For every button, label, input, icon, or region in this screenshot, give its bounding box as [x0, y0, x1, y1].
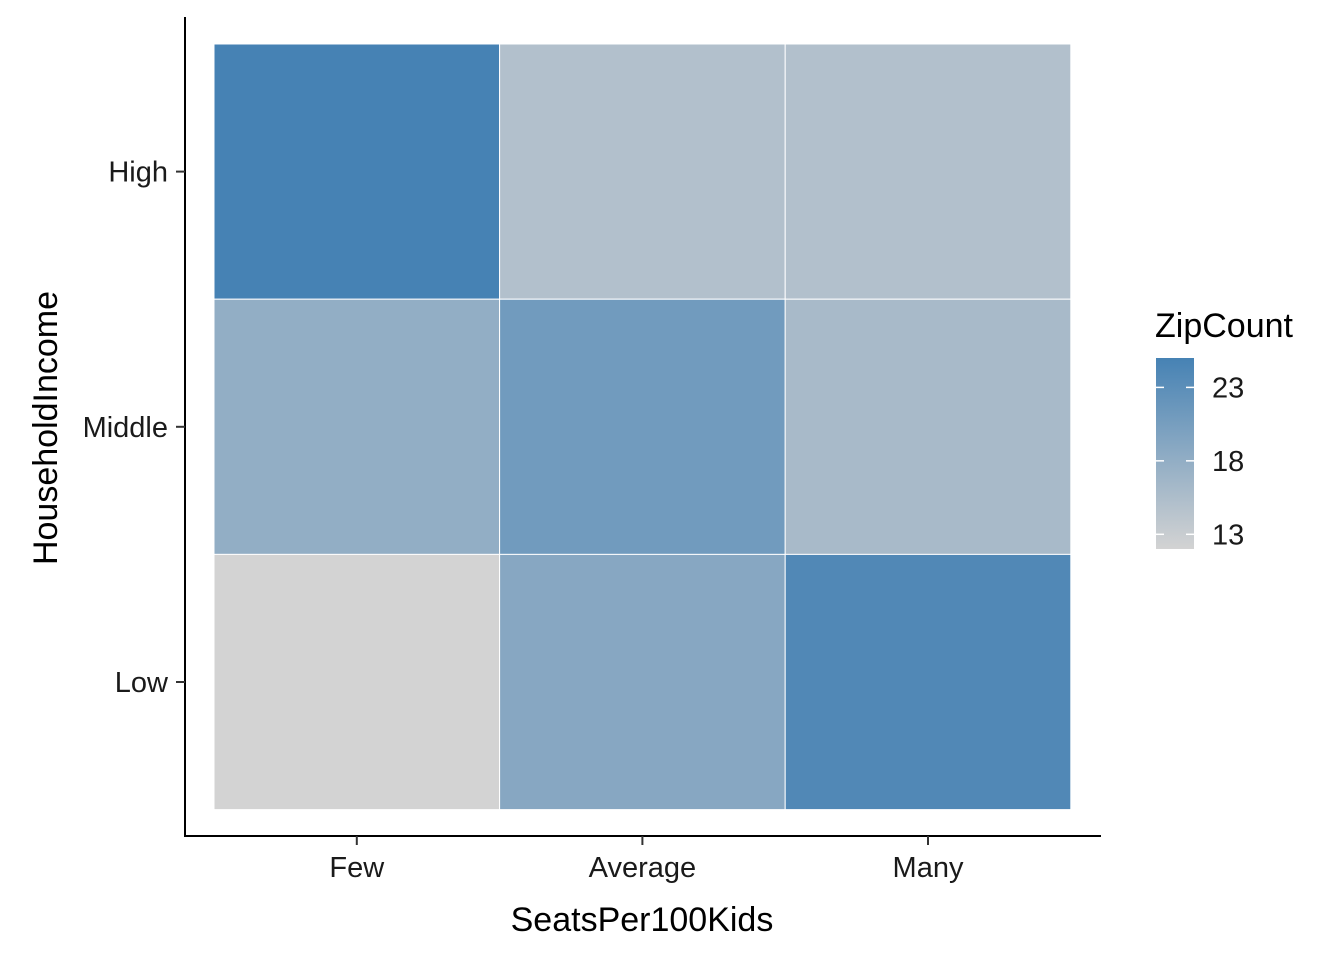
- legend-tick-label: 18: [1212, 446, 1244, 478]
- color-legend: ZipCount 13 18 23: [1155, 307, 1294, 551]
- heatmap-cell-many-high: [784, 43, 1072, 300]
- y-tick-label: Middle: [83, 412, 168, 444]
- x-axis-ticks: Few Average Many: [329, 836, 964, 884]
- y-axis-title: HouseholdIncome: [27, 291, 65, 565]
- heatmap-cell-few-low: [213, 553, 501, 811]
- legend-ticks: 13 18 23: [1156, 372, 1244, 551]
- heatmap-cell-few-high: [213, 43, 501, 300]
- heatmap-cell-average-middle: [499, 298, 786, 555]
- x-tick-label: Average: [589, 852, 697, 884]
- heatmap-cells: [213, 43, 1072, 811]
- heatmap-cell-few-middle: [213, 298, 501, 555]
- legend-colorbar: [1156, 358, 1194, 549]
- heatmap-cell-many-low: [784, 553, 1072, 811]
- x-tick-label: Many: [893, 852, 964, 884]
- x-axis-title: SeatsPer100Kids: [511, 901, 774, 939]
- legend-tick-label: 23: [1212, 372, 1244, 404]
- heatmap-cell-average-low: [499, 553, 786, 811]
- heatmap-cell-average-high: [499, 43, 786, 300]
- legend-title: ZipCount: [1155, 307, 1294, 345]
- legend-tick-label: 13: [1212, 519, 1244, 551]
- heatmap-cell-many-middle: [784, 298, 1072, 555]
- y-tick-label: Low: [115, 667, 169, 699]
- x-tick-label: Few: [329, 852, 385, 884]
- y-axis-ticks: Low Middle High: [83, 157, 185, 699]
- y-tick-label: High: [108, 157, 168, 189]
